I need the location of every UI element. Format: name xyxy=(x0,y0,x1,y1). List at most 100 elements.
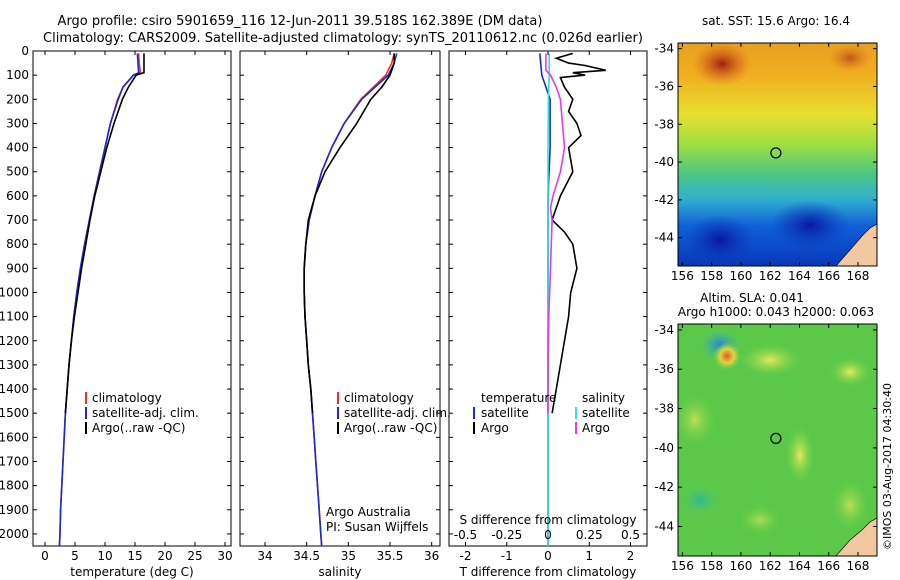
legend-s-argo-label: Argo xyxy=(582,421,610,435)
depth-tick-label: 1400 xyxy=(0,382,29,396)
s-tick-label: 0 xyxy=(544,528,552,542)
figure-title-line2: Climatology: CARS2009. Satellite-adjuste… xyxy=(43,31,643,46)
lon-tick-label: 156 xyxy=(671,269,694,283)
lon-tick-label: 166 xyxy=(817,559,840,573)
temperature-plot-area xyxy=(32,50,232,547)
x-tick-label: 10 xyxy=(97,549,112,563)
depth-tick-label: 200 xyxy=(6,92,29,106)
lat-tick-label: -36 xyxy=(654,362,674,376)
depth-tick-label: 1200 xyxy=(0,334,29,348)
legend-satellite-label: satellite-adj. clim. xyxy=(344,406,451,420)
x-tick-label: 36 xyxy=(424,549,439,563)
sla-map-title-line2: Argo h1000: 0.043 h2000: 0.063 xyxy=(678,305,874,319)
s-difference-tick-labels: -0.5 -0.25 0 0.25 0.5 xyxy=(454,528,640,542)
s-difference-axis-label: S difference from climatology xyxy=(460,513,637,527)
temperature-panel: 0100200300400500600700800900100011001200… xyxy=(0,44,233,579)
legend-t-argo-label: Argo xyxy=(481,421,509,435)
series-line-argo-raw-qc- xyxy=(303,53,396,414)
sst-map-title: sat. SST: 15.6 Argo: 16.4 xyxy=(702,14,850,28)
salinity-panel: 34 34.5 35 35.5 36 climatology satellite-adj… xyxy=(239,50,451,579)
sst-map-frame xyxy=(677,42,878,267)
annotation-argo-australia: Argo Australia xyxy=(326,505,411,519)
legend-s-satellite-label: satellite xyxy=(582,406,630,420)
depth-tick-label: 1000 xyxy=(0,285,29,299)
x-tick-label: 1 xyxy=(585,549,593,563)
depth-tick-label: 2000 xyxy=(0,527,29,541)
sla-map-title-line1: Altim. SLA: 0.041 xyxy=(700,291,804,305)
depth-tick-label: 1900 xyxy=(0,503,29,517)
x-tick-label: 34 xyxy=(257,549,272,563)
lon-tick-label: 158 xyxy=(700,269,723,283)
depth-tick-label: 1500 xyxy=(0,406,29,420)
lat-tick-label: -34 xyxy=(654,323,674,337)
lon-tick-label: 160 xyxy=(729,269,752,283)
x-tick-label: 2 xyxy=(627,549,635,563)
x-tick-label: -2 xyxy=(460,549,472,563)
salinity-legend: climatology satellite-adj. clim. Argo(..… xyxy=(337,391,451,435)
s-tick-label: 0.5 xyxy=(621,528,640,542)
sla-map-frame xyxy=(677,323,878,557)
lon-tick-label: 158 xyxy=(700,559,723,573)
sla-map-panel: Altim. SLA: 0.041 Argo h1000: 0.043 h200… xyxy=(654,291,878,573)
x-tick-label: 15 xyxy=(127,549,142,563)
depth-tick-label: 900 xyxy=(6,261,29,275)
sst-field xyxy=(678,43,877,266)
series-line-argo-raw-qc- xyxy=(64,53,145,414)
temperature-series xyxy=(58,53,145,547)
x-tick-label: 25 xyxy=(187,549,202,563)
lon-tick-label: 166 xyxy=(817,269,840,283)
imos-stamp: ©IMOS 03-Aug-2017 04:30:40 xyxy=(881,383,894,550)
argo-position-marker xyxy=(770,147,782,159)
salinity-axis-label: salinity xyxy=(318,565,361,579)
temperature-legend: climatology satellite-adj. clim. Argo(..… xyxy=(85,391,199,435)
x-tick-label: 30 xyxy=(217,549,232,563)
lat-tick-label: -44 xyxy=(654,520,674,534)
depth-tick-label: 500 xyxy=(6,165,29,179)
figure-title-line1: Argo profile: csiro 5901659_116 12-Jun-2… xyxy=(58,14,543,29)
t-difference-axis-label: T difference from climatology xyxy=(459,565,637,579)
legend-t-satellite-label: satellite xyxy=(481,406,529,420)
x-tick-label: 5 xyxy=(71,549,79,563)
lon-tick-label: 156 xyxy=(671,559,694,573)
depth-axis: 0 100 200 300 400 500 600 700 800 900 1000 1100 1200… xyxy=(0,44,231,541)
sst-land xyxy=(835,223,877,266)
annotation-pi: PI: Susan Wijffels xyxy=(326,520,428,534)
lon-tick-label: 162 xyxy=(759,559,782,573)
sla-field xyxy=(678,324,877,556)
legend-salinity-heading: salinity xyxy=(582,391,625,405)
depth-tick-label: 700 xyxy=(6,213,29,227)
lat-tick-label: -42 xyxy=(654,193,674,207)
x-tick-label: 0 xyxy=(544,549,552,563)
difference-panel: -2 -1 0 1 2 temperature satellite Argo salin… xyxy=(448,50,648,579)
lon-tick-label: 160 xyxy=(729,559,752,573)
x-tick-label: 35.5 xyxy=(377,549,404,563)
depth-tick-label: 1700 xyxy=(0,454,29,468)
depth-tick-label: 600 xyxy=(6,189,29,203)
salinity-depth-ticks xyxy=(240,50,440,535)
series-line-satellite-adj-clim- xyxy=(58,53,140,547)
depth-tick-label: 1600 xyxy=(0,430,29,444)
lat-tick-label: -40 xyxy=(654,155,674,169)
argo-position-marker xyxy=(770,432,782,444)
x-tick-label: -1 xyxy=(501,549,513,563)
depth-tick-label: 300 xyxy=(6,116,29,130)
legend-argo-label: Argo(..raw -QC) xyxy=(344,421,437,435)
difference-legend: temperature satellite Argo salinity sate… xyxy=(473,391,630,435)
series-line-salinity-satellite xyxy=(547,53,551,546)
legend-argo-label: Argo(..raw -QC) xyxy=(92,421,185,435)
depth-tick-label: 400 xyxy=(6,141,29,155)
temperature-axis: 0 5 10 15 20 25 30 xyxy=(41,51,233,563)
depth-tick-label: 100 xyxy=(6,68,29,82)
salinity-plot-area xyxy=(239,50,441,547)
legend-climatology-label: climatology xyxy=(92,391,162,405)
x-tick-label: 20 xyxy=(157,549,172,563)
legend-climatology-label: climatology xyxy=(344,391,414,405)
depth-tick-label: 1800 xyxy=(0,479,29,493)
lat-tick-label: -40 xyxy=(654,441,674,455)
legend-satellite-label: satellite-adj. clim. xyxy=(92,406,199,420)
x-tick-label: 34.5 xyxy=(293,549,320,563)
depth-tick-label: 800 xyxy=(6,237,29,251)
sst-map-axes: 156 158 160 162 164 166 168 -34 -36 -38 -40 -42 -44 xyxy=(654,42,877,283)
temperature-axis-label: temperature (deg C) xyxy=(70,565,193,579)
